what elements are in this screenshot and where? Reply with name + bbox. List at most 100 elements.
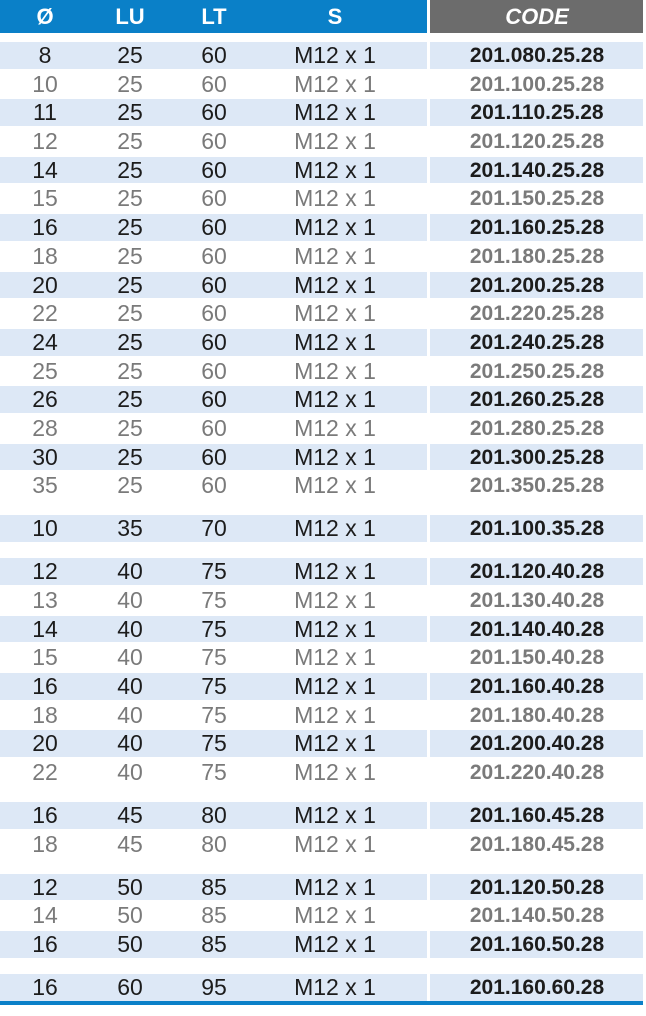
table-row: 15 25 60 M12 x 1 201.150.25.28 (0, 184, 646, 213)
bottom-rule (0, 1001, 643, 1005)
row-background (0, 515, 427, 542)
table-header: Ø LU LT S CODE (0, 0, 646, 33)
table-row: 12 25 60 M12 x 1 201.120.25.28 (0, 127, 646, 156)
cell-s: M12 x 1 (294, 558, 376, 585)
cell-lt: 75 (201, 615, 227, 642)
cell-lt: 85 (201, 873, 227, 900)
cell-diameter: 18 (32, 701, 58, 728)
cell-diameter: 11 (33, 99, 57, 126)
cell-code: 201.260.25.28 (469, 388, 605, 412)
cell-lu: 25 (117, 99, 143, 126)
table-row: 16 50 85 M12 x 1 201.160.50.28 (0, 930, 646, 959)
cell-lt: 60 (201, 156, 227, 183)
cell-lt: 60 (201, 357, 227, 384)
cell-lt: 95 (201, 974, 227, 1001)
cell-lu: 40 (117, 701, 143, 728)
row-background (430, 42, 643, 69)
cell-diameter: 16 (32, 931, 58, 958)
table-row: 28 25 60 M12 x 1 201.280.25.28 (0, 414, 646, 443)
cell-s: M12 x 1 (294, 974, 376, 1001)
cell-lt: 60 (201, 128, 227, 155)
table-row: 12 50 85 M12 x 1 201.120.50.28 (0, 873, 646, 902)
cell-s: M12 x 1 (294, 472, 376, 499)
cell-diameter: 20 (32, 271, 58, 298)
header-code-band (430, 0, 643, 33)
cell-diameter: 26 (32, 386, 58, 413)
row-background (430, 99, 643, 127)
cell-lt: 75 (201, 644, 227, 671)
cell-lu: 25 (117, 357, 143, 384)
table-group: 16 60 95 M12 x 1 201.160.60.28 (0, 973, 646, 1002)
cell-diameter: 18 (32, 242, 58, 269)
row-background (0, 730, 427, 758)
cell-lt: 75 (201, 586, 227, 613)
cell-lt: 60 (201, 242, 227, 269)
cell-lu: 40 (117, 586, 143, 613)
cell-code: 201.150.40.28 (469, 646, 605, 670)
cell-lt: 70 (201, 515, 227, 542)
cell-code: 201.220.25.28 (469, 302, 605, 326)
cell-s: M12 x 1 (294, 830, 376, 857)
cell-lt: 60 (201, 414, 227, 441)
cell-s: M12 x 1 (294, 644, 376, 671)
cell-s: M12 x 1 (294, 328, 376, 355)
cell-lu: 25 (117, 472, 143, 499)
cell-code: 201.240.25.28 (469, 330, 605, 354)
table-row: 30 25 60 M12 x 1 201.300.25.28 (0, 443, 646, 472)
header-diameter: Ø (36, 4, 54, 29)
cell-code: 201.080.25.28 (469, 44, 605, 67)
row-background (430, 673, 643, 700)
table-row: 35 25 60 M12 x 1 201.350.25.28 (0, 471, 646, 500)
table-row: 13 40 75 M12 x 1 201.130.40.28 (0, 586, 646, 615)
cell-s: M12 x 1 (294, 701, 376, 728)
cell-lu: 25 (117, 271, 143, 298)
cell-code: 201.100.25.28 (469, 72, 605, 96)
cell-lu: 40 (117, 615, 143, 642)
cell-lu: 40 (117, 730, 143, 757)
cell-diameter: 16 (32, 214, 58, 241)
cell-lu: 25 (117, 328, 143, 355)
cell-diameter: 16 (32, 673, 58, 700)
cell-lt: 75 (201, 673, 227, 700)
cell-lu: 25 (117, 414, 143, 441)
cell-lt: 85 (201, 931, 227, 958)
cell-code: 201.180.40.28 (469, 703, 605, 727)
table-row: 18 45 80 M12 x 1 201.180.45.28 (0, 830, 646, 859)
table-group: 12 50 85 M12 x 1 201.120.50.28 14 50 85 M12 x 1 2… (0, 873, 646, 959)
cell-diameter: 16 (32, 802, 58, 829)
cell-code: 201.140.50.28 (469, 904, 605, 928)
cell-lu: 25 (117, 42, 143, 68)
cell-s: M12 x 1 (294, 931, 376, 958)
table-row: 20 40 75 M12 x 1 201.200.40.28 (0, 729, 646, 758)
cell-lu: 45 (117, 802, 143, 829)
cell-lu: 45 (117, 830, 143, 857)
row-background (0, 156, 427, 184)
cell-code: 201.160.45.28 (469, 804, 605, 828)
cell-lt: 60 (201, 214, 227, 241)
table-group: 10 35 70 M12 x 1 201.100.35.28 (0, 514, 646, 543)
cell-lt: 60 (201, 99, 227, 126)
cell-lt: 60 (201, 386, 227, 413)
cell-s: M12 x 1 (294, 515, 376, 542)
cell-s: M12 x 1 (294, 873, 376, 900)
table-row: 15 40 75 M12 x 1 201.150.40.28 (0, 643, 646, 672)
cell-diameter: 25 (32, 357, 58, 384)
table-group: 16 45 80 M12 x 1 201.160.45.28 18 45 80 M12 x 1 2… (0, 801, 646, 858)
row-background (0, 443, 427, 471)
table-row: 10 35 70 M12 x 1 201.100.35.28 (0, 514, 646, 543)
cell-diameter: 12 (32, 558, 58, 585)
cell-diameter: 30 (32, 443, 58, 470)
table-row: 14 40 75 M12 x 1 201.140.40.28 (0, 615, 646, 644)
cell-lu: 25 (117, 185, 143, 212)
header-lt: LT (201, 4, 227, 29)
row-background (430, 802, 643, 829)
row-background (0, 328, 427, 356)
cell-diameter: 14 (32, 615, 58, 642)
cell-lu: 40 (117, 759, 143, 786)
row-background (430, 443, 643, 471)
header-lu: LU (115, 4, 145, 29)
table-row: 16 60 95 M12 x 1 201.160.60.28 (0, 973, 646, 1002)
header-s: S (327, 4, 343, 29)
cell-diameter: 20 (32, 730, 58, 757)
